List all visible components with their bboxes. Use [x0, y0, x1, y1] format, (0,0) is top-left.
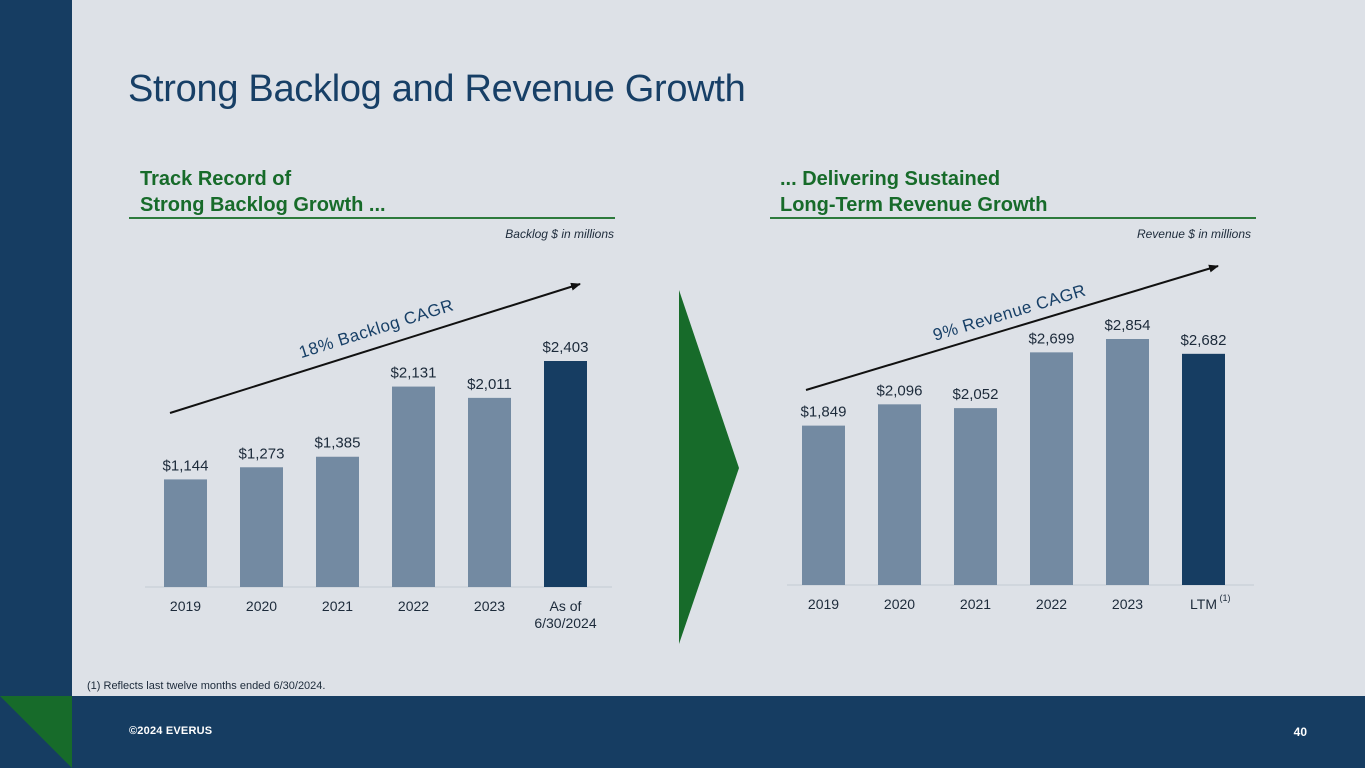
revenue-heading-line1: ... Delivering Sustained	[780, 168, 1001, 190]
revenue-data-label: $2,682	[1181, 332, 1227, 349]
backlog-data-label: $2,131	[391, 365, 437, 382]
backlog-cagr-annotation: 18% Backlog CAGR	[297, 295, 456, 362]
revenue-bar	[1182, 353, 1225, 585]
revenue-bar	[1030, 352, 1073, 585]
revenue-tick-label: 2021	[960, 596, 991, 612]
revenue-data-label: $2,699	[1029, 330, 1075, 347]
revenue-data-label: $2,052	[953, 386, 999, 403]
revenue-bar	[878, 404, 921, 585]
revenue-bar	[1106, 339, 1149, 585]
revenue-data-label: $2,096	[877, 382, 923, 399]
backlog-bar	[392, 386, 435, 587]
backlog-heading-line1: Track Record of	[140, 168, 292, 190]
backlog-bar	[164, 479, 207, 587]
page-number: 40	[1293, 725, 1307, 739]
footer-green-triangle	[0, 696, 72, 768]
page-title: Strong Backlog and Revenue Growth	[128, 68, 746, 110]
backlog-heading: Track Record of Strong Backlog Growth ..…	[140, 166, 386, 218]
backlog-tick-label: 2022	[398, 598, 429, 614]
revenue-tick-label: 2020	[884, 596, 915, 612]
revenue-data-label: $2,854	[1105, 317, 1151, 334]
revenue-bar	[954, 408, 997, 585]
backlog-bar	[316, 456, 359, 587]
backlog-bar	[468, 397, 511, 587]
revenue-tick-superscript: (1)	[1220, 593, 1231, 603]
backlog-trend-arrow	[169, 282, 581, 414]
backlog-data-label: $1,385	[315, 435, 361, 452]
backlog-heading-line2: Strong Backlog Growth ...	[140, 194, 386, 216]
backlog-tick-label: 2023	[474, 598, 505, 614]
backlog-units-note: Backlog $ in millions	[505, 227, 614, 241]
revenue-heading-line2: Long-Term Revenue Growth	[780, 194, 1048, 216]
revenue-heading: ... Delivering Sustained Long-Term Reven…	[780, 166, 1047, 218]
backlog-tick-label: As of 6/30/2024	[534, 598, 596, 631]
backlog-tick-label: 2020	[246, 598, 277, 614]
footnote: (1) Reflects last twelve months ended 6/…	[87, 680, 326, 692]
revenue-data-label: $1,849	[801, 404, 847, 421]
revenue-heading-rule	[770, 217, 1256, 219]
revenue-units-note: Revenue $ in millions	[1136, 227, 1251, 241]
revenue-tick-label: 2019	[808, 596, 839, 612]
revenue-tick-label: LTM	[1190, 596, 1217, 612]
backlog-heading-rule	[129, 217, 615, 219]
left-accent-band	[0, 0, 72, 696]
backlog-bar	[240, 467, 283, 587]
backlog-data-label: $2,011	[467, 376, 512, 393]
footer-copyright: ©2024 EVERUS	[129, 725, 213, 737]
backlog-data-label: $1,273	[239, 445, 285, 462]
backlog-data-label: $2,403	[543, 339, 589, 356]
revenue-trend-arrow	[805, 264, 1219, 391]
backlog-chart: $1,144 2019 $1,273 2020 $1,385 2021 $2,131 2022…	[145, 282, 612, 631]
backlog-tick-label: 2019	[170, 598, 201, 614]
revenue-tick-label: 2022	[1036, 596, 1067, 612]
revenue-tick-label: 2023	[1112, 596, 1143, 612]
revenue-bar	[802, 425, 845, 585]
backlog-data-label: $1,144	[163, 457, 209, 474]
backlog-bar	[544, 361, 587, 587]
transition-chevron-icon	[679, 290, 739, 644]
backlog-tick-label: 2021	[322, 598, 353, 614]
footer-bar	[0, 696, 1365, 768]
revenue-chart: $1,849 2019 $2,096 2020 $2,052 2021 $2,699 2022…	[787, 264, 1254, 612]
